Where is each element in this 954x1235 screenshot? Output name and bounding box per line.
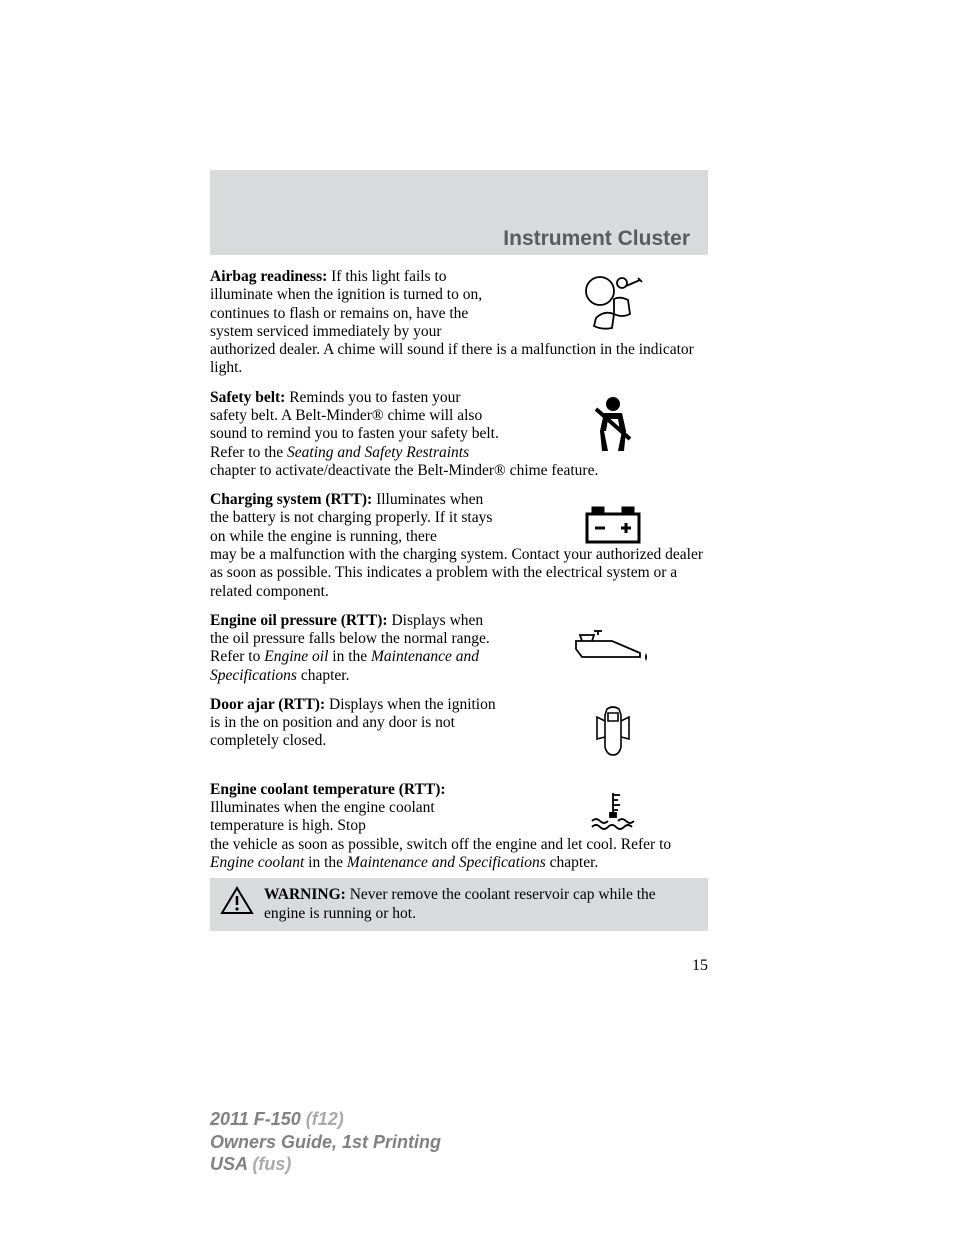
section-title: Instrument Cluster (210, 227, 708, 251)
coolant-it1: Engine coolant (210, 854, 304, 871)
entry-coolant: Engine coolant temperature (RTT): Illumi… (210, 781, 708, 872)
warning-text: WARNING: Never remove the coolant reserv… (264, 886, 698, 923)
page-number: 15 (210, 957, 708, 975)
seatbelt-lead: Safety belt: (210, 389, 285, 406)
oil-t3: chapter. (297, 667, 350, 684)
warning-box: WARNING: Never remove the coolant reserv… (210, 878, 708, 931)
airbag-icon (568, 268, 658, 338)
entry-oil: Engine oil pressure (RTT): Displays when… (210, 612, 708, 685)
footer-l3-light: (fus) (252, 1154, 291, 1174)
oilcan-icon (568, 612, 658, 682)
footer-l2: Owners Guide, 1st Printing (210, 1132, 441, 1152)
coolant-lead: Engine coolant temperature (RTT): (210, 781, 446, 798)
seatbelt-icon (568, 389, 658, 459)
entry-door: Door ajar (RTT): Displays when the ignit… (210, 696, 708, 751)
oil-italic1: Engine oil (264, 648, 328, 665)
seatbelt-italic: Seating and Safety Restraints (287, 444, 469, 461)
charging-lead: Charging system (RTT): (210, 491, 372, 508)
door-ajar-icon (568, 696, 658, 766)
page-content: Airbag readiness: If this light fails to… (210, 268, 708, 931)
oil-t2: in the (328, 648, 371, 665)
coolant-it2: Maintenance and Specifications (347, 854, 546, 871)
oil-lead: Engine oil pressure (RTT): (210, 612, 388, 629)
coolant-temp-icon (568, 775, 658, 845)
warning-triangle-icon (220, 886, 254, 921)
warning-lead: WARNING: (264, 886, 346, 903)
coolant-narrow: Illuminates when the engine coolant temp… (210, 799, 435, 834)
seatbelt-wide: chapter to activate/deactivate the Belt-… (210, 462, 598, 479)
entry-charging: Charging system (RTT): Illuminates when … (210, 491, 708, 601)
entry-safetybelt: Safety belt: Reminds you to fasten your … (210, 389, 708, 480)
footer-l1-bold: 2011 F-150 (210, 1109, 306, 1129)
entry-airbag: Airbag readiness: If this light fails to… (210, 268, 708, 378)
footer-l1-light: (f12) (306, 1109, 344, 1129)
battery-icon (568, 491, 658, 561)
footer-l3-bold: USA (210, 1154, 252, 1174)
airbag-wide: authorized dealer. A chime will sound if… (210, 341, 694, 376)
coolant-after: chapter. (546, 854, 599, 871)
door-lead: Door ajar (RTT): (210, 696, 325, 713)
airbag-lead: Airbag readiness: (210, 268, 327, 285)
footer: 2011 F-150 (f12) Owners Guide, 1st Print… (210, 1108, 441, 1176)
coolant-mid: in the (304, 854, 347, 871)
